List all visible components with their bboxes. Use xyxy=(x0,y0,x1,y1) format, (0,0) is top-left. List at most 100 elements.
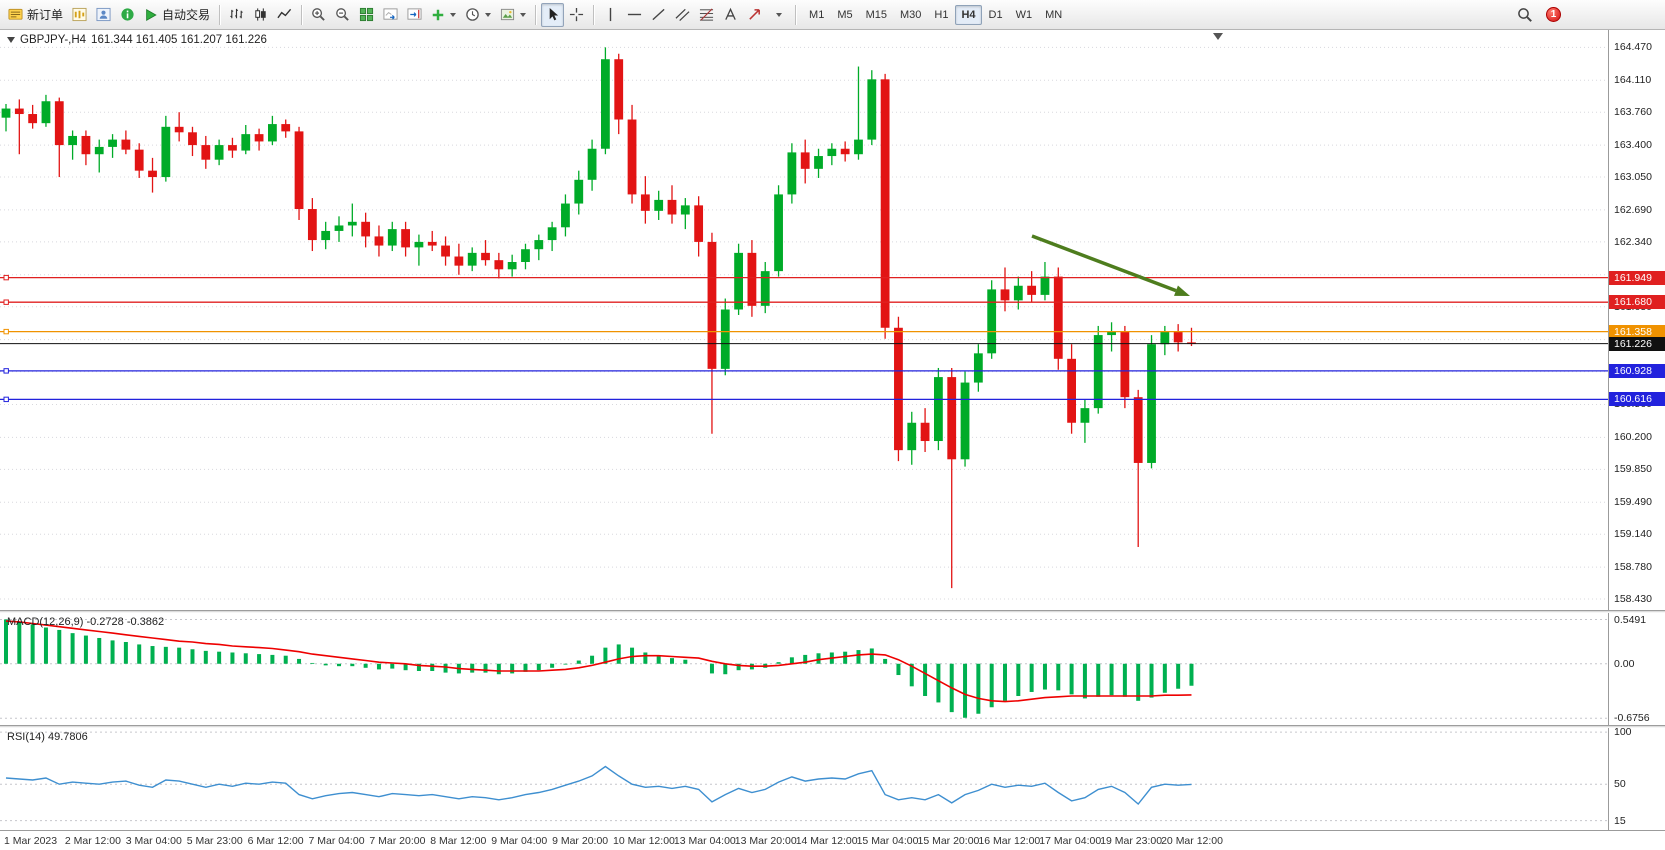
time-axis-label: 19 Mar 23:00 xyxy=(1100,835,1163,847)
price-axis-label: 160.200 xyxy=(1614,431,1652,444)
text-button[interactable] xyxy=(719,3,742,27)
price-chart-canvas[interactable] xyxy=(0,30,1608,610)
rsi-axis-label: 100 xyxy=(1614,726,1632,739)
crosshair-button[interactable] xyxy=(565,3,588,27)
candlestick-chart-button[interactable] xyxy=(249,3,272,27)
trendline-button[interactable] xyxy=(647,3,670,27)
price-axis-label: 164.110 xyxy=(1614,74,1652,87)
toolbar-right-group: 1 xyxy=(1513,3,1561,27)
zoom-in-icon xyxy=(312,8,325,21)
crosshair-icon xyxy=(569,7,584,22)
autotrade-button[interactable]: 自动交易 xyxy=(140,3,214,27)
tile-windows-button[interactable] xyxy=(355,3,378,27)
chevron-down-icon xyxy=(485,12,492,17)
zoom-in-button[interactable] xyxy=(307,3,330,27)
equidistant-channel-button[interactable] xyxy=(671,3,694,27)
zoom-out-icon xyxy=(336,8,349,21)
arrows-button[interactable] xyxy=(743,3,766,27)
new-order-icon xyxy=(8,8,23,20)
timeframe-m15-button[interactable]: M15 xyxy=(865,8,887,21)
time-axis-label: 6 Mar 12:00 xyxy=(247,835,304,847)
new-order-label: 新订单 xyxy=(27,8,64,22)
price-tag: 160.616 xyxy=(1609,392,1665,407)
timeframe-m5-button[interactable]: M5 xyxy=(837,8,853,21)
timeframe-h4-button[interactable]: H4 xyxy=(955,4,982,25)
fibonacci-button[interactable] xyxy=(695,3,718,27)
rsi-label: RSI(14) 49.7806 xyxy=(7,731,88,743)
macd-label: MACD(12,26,9) -0.2728 -0.3862 xyxy=(7,616,165,628)
notification-badge[interactable]: 1 xyxy=(1546,7,1561,22)
templates-button[interactable] xyxy=(496,3,530,27)
candlestick-icon xyxy=(255,8,266,21)
search-button[interactable] xyxy=(1513,3,1537,27)
price-axis-label: 159.850 xyxy=(1614,463,1652,476)
price-tag: 161.358 xyxy=(1609,324,1665,339)
autotrade-label: 自动交易 xyxy=(162,8,211,22)
price-axis-label: 159.140 xyxy=(1614,528,1652,541)
time-axis-label: 15 Mar 04:00 xyxy=(856,835,919,847)
autoscroll-button[interactable] xyxy=(379,3,402,27)
vertical-line-button[interactable] xyxy=(599,3,622,27)
macd-axis-label: -0.6756 xyxy=(1614,712,1650,725)
timeframe-mn-button[interactable]: MN xyxy=(1045,8,1063,21)
time-axis-label: 16 Mar 12:00 xyxy=(978,835,1041,847)
time-axis-label: 17 Mar 04:00 xyxy=(1039,835,1102,847)
price-axis-label: 164.470 xyxy=(1614,41,1652,54)
rsi-panel-canvas[interactable] xyxy=(0,728,1608,830)
new-chart-icon xyxy=(72,7,87,22)
cursor-button[interactable] xyxy=(541,2,565,27)
timeframe-h1-button[interactable]: H1 xyxy=(934,8,949,21)
timeframe-toolbar: M1 M5 M15 M30 H1 H4 D1 W1 MN xyxy=(803,4,1068,25)
timeframe-m1-button[interactable]: M1 xyxy=(809,8,825,21)
template-image-icon xyxy=(500,8,515,21)
time-axis-label: 9 Mar 20:00 xyxy=(552,835,609,847)
price-tag: 161.680 xyxy=(1609,295,1665,310)
market-watch-button[interactable] xyxy=(92,3,115,27)
search-icon xyxy=(1518,7,1532,22)
time-axis-label: 20 Mar 12:00 xyxy=(1161,835,1223,847)
text-icon xyxy=(725,7,736,20)
chart-title: GBPJPY-,H4 161.344 161.405 161.207 161.2… xyxy=(7,34,267,46)
chart-ohlc: 161.344 161.405 161.207 161.226 xyxy=(91,34,267,46)
horizontal-line-icon xyxy=(627,13,642,16)
clock-icon xyxy=(466,8,479,21)
trendline-icon xyxy=(652,8,665,21)
panel-splitter[interactable] xyxy=(0,610,1665,613)
price-tag: 160.928 xyxy=(1609,363,1665,378)
one-click-collapse-icon[interactable] xyxy=(7,37,15,43)
fibonacci-icon xyxy=(699,8,714,21)
toolbar-separator xyxy=(795,4,797,25)
price-axis-label: 158.780 xyxy=(1614,561,1652,574)
price-axis[interactable]: 164.470 164.110 163.760 163.400 163.050 162.6… xyxy=(1608,30,1665,830)
chart-shift-marker-icon[interactable] xyxy=(1213,33,1223,40)
new-chart-button[interactable] xyxy=(68,3,91,27)
line-chart-icon xyxy=(277,8,292,19)
price-axis-label: 158.430 xyxy=(1614,593,1652,606)
new-order-button[interactable]: 新订单 xyxy=(4,3,67,27)
objects-dropdown-button[interactable] xyxy=(767,3,790,27)
time-axis[interactable]: 1 Mar 2023 2 Mar 12:00 3 Mar 04:00 5 Mar 23… xyxy=(0,830,1665,850)
time-axis-label: 7 Mar 20:00 xyxy=(369,835,426,847)
zoom-out-button[interactable] xyxy=(331,3,354,27)
tile-windows-icon xyxy=(359,7,374,22)
macd-panel-canvas[interactable] xyxy=(0,613,1608,725)
chevron-down-icon xyxy=(776,12,783,17)
add-indicator-icon xyxy=(432,9,444,20)
horizontal-line-button[interactable] xyxy=(623,3,646,27)
toolbar-separator xyxy=(301,4,303,25)
chart-shift-button[interactable] xyxy=(403,3,426,27)
bar-chart-button[interactable] xyxy=(225,3,248,27)
macd-axis-label: 0.00 xyxy=(1614,657,1635,670)
data-window-button[interactable] xyxy=(116,3,139,27)
panel-splitter[interactable] xyxy=(0,725,1665,728)
chevron-down-icon xyxy=(450,12,457,17)
toolbar-separator xyxy=(593,4,595,25)
timeframe-w1-button[interactable]: W1 xyxy=(1015,8,1033,21)
line-chart-button[interactable] xyxy=(273,3,296,27)
indicators-button[interactable] xyxy=(427,3,460,27)
toolbar-separator xyxy=(535,4,537,25)
periods-button[interactable] xyxy=(461,3,495,27)
timeframe-d1-button[interactable]: D1 xyxy=(988,8,1003,21)
channel-icon xyxy=(675,8,690,22)
timeframe-m30-button[interactable]: M30 xyxy=(900,8,922,21)
